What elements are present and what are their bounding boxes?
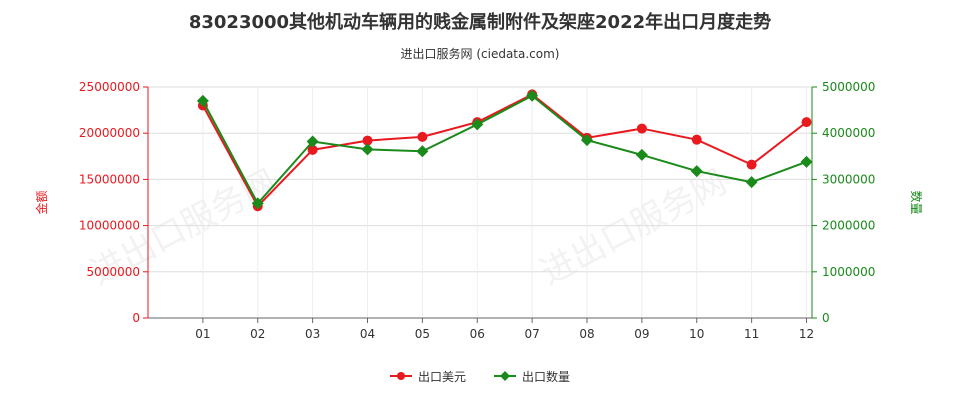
data-point-value bbox=[417, 131, 428, 142]
x-axis-tick-label: 12 bbox=[799, 327, 814, 341]
left-axis-tick-label: 25000000 bbox=[79, 80, 140, 94]
x-axis-tick-label: 01 bbox=[195, 327, 210, 341]
left-axis-title: 金额 bbox=[34, 190, 49, 214]
x-axis-tick-label: 08 bbox=[579, 327, 594, 341]
axes: 0500000010000000150000002000000025000000… bbox=[34, 80, 924, 341]
legend: 出口美元 出口数量 bbox=[0, 366, 960, 386]
x-axis-tick-label: 07 bbox=[524, 327, 539, 341]
legend-label-quantity: 出口数量 bbox=[522, 369, 571, 384]
right-axis-title: 数量 bbox=[909, 190, 924, 214]
data-point-value bbox=[746, 159, 757, 170]
data-point-quantity bbox=[196, 94, 209, 107]
data-point-value bbox=[636, 123, 647, 134]
right-axis-tick-label: 3000000 bbox=[822, 172, 875, 186]
left-axis-tick-label: 20000000 bbox=[79, 126, 140, 140]
right-axis-tick-label: 4000000 bbox=[822, 126, 875, 140]
data-point-quantity bbox=[526, 89, 539, 102]
data-point-quantity bbox=[306, 135, 319, 148]
series-lines bbox=[196, 89, 813, 212]
left-axis-tick-label: 0 bbox=[132, 311, 140, 325]
series-line-quantity bbox=[201, 94, 807, 206]
right-axis-tick-label: 1000000 bbox=[822, 265, 875, 279]
chart-title: 83023000其他机动车辆用的贱金属制附件及架座2022年出口月度走势 bbox=[188, 12, 772, 33]
x-axis-tick-label: 11 bbox=[744, 327, 759, 341]
series-line-value bbox=[201, 93, 808, 208]
legend-label-value: 出口美元 bbox=[417, 369, 466, 384]
legend-item-value[interactable]: 出口美元 bbox=[389, 368, 466, 385]
data-point-quantity bbox=[581, 134, 594, 147]
data-point-quantity bbox=[690, 165, 703, 178]
right-axis-tick-label: 5000000 bbox=[822, 80, 875, 94]
x-axis-tick-label: 10 bbox=[689, 327, 704, 341]
data-point-value bbox=[307, 144, 318, 155]
right-axis-tick-label: 0 bbox=[822, 311, 830, 325]
data-point-quantity bbox=[361, 143, 374, 156]
legend-swatch-value bbox=[389, 372, 412, 380]
data-point-quantity bbox=[251, 197, 264, 210]
x-axis-tick-label: 04 bbox=[360, 327, 375, 341]
data-point-quantity bbox=[416, 145, 429, 158]
data-point-quantity bbox=[635, 148, 648, 161]
x-axis-tick-label: 03 bbox=[305, 327, 320, 341]
left-axis-tick-label: 15000000 bbox=[79, 172, 140, 186]
x-axis-tick-label: 06 bbox=[470, 327, 485, 341]
left-axis-tick-label: 5000000 bbox=[87, 265, 140, 279]
right-axis-tick-label: 2000000 bbox=[822, 219, 875, 233]
left-axis-tick-label: 10000000 bbox=[79, 219, 140, 233]
x-axis-tick-label: 09 bbox=[634, 327, 649, 341]
data-point-value bbox=[362, 135, 373, 146]
data-point-quantity bbox=[745, 176, 758, 189]
x-axis-tick-label: 02 bbox=[250, 327, 265, 341]
data-point-value bbox=[691, 134, 702, 145]
data-point-quantity bbox=[800, 155, 813, 168]
data-point-quantity bbox=[471, 118, 484, 131]
data-point-value bbox=[801, 117, 812, 128]
chart-subtitle: 进出口服务网 (ciedata.com) bbox=[400, 47, 560, 61]
legend-item-quantity[interactable]: 出口数量 bbox=[494, 368, 570, 385]
x-axis-tick-label: 05 bbox=[415, 327, 430, 341]
legend-swatch-quantity bbox=[494, 371, 516, 381]
